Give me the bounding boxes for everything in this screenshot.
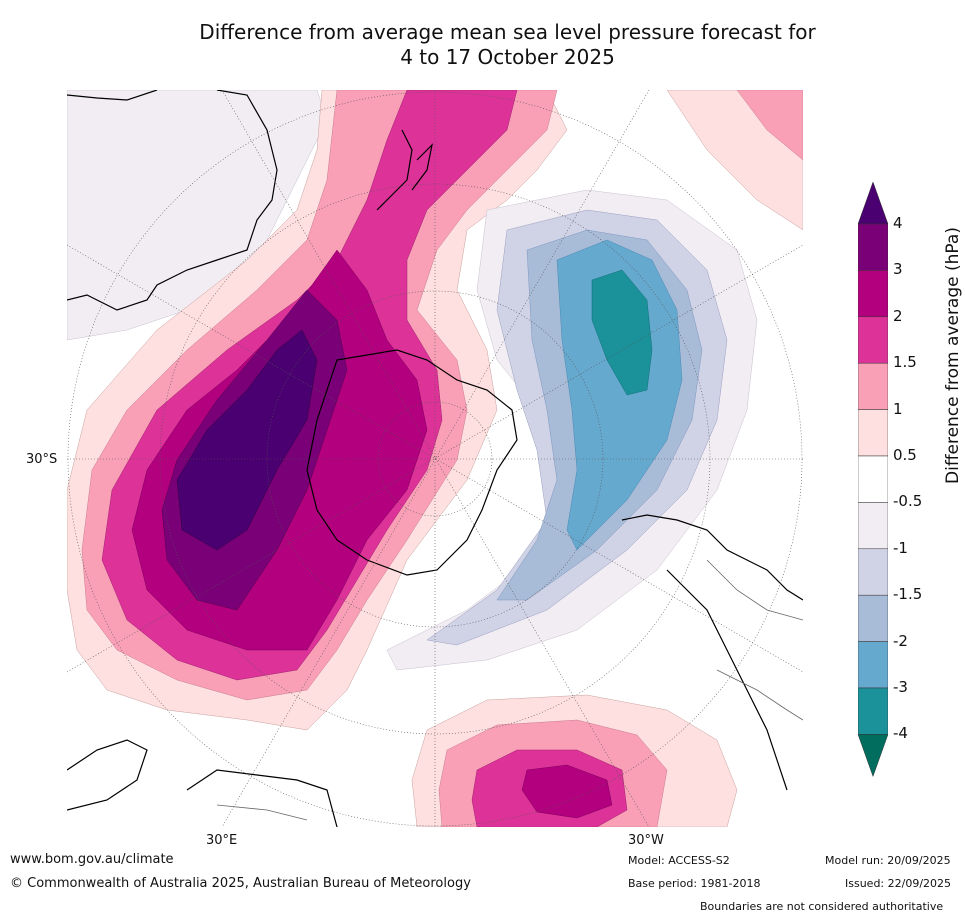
colorbar-band-cm1_m15	[858, 548, 888, 596]
colorbar	[858, 182, 888, 778]
footer-website[interactable]: www.bom.gov.au/climate	[10, 852, 174, 867]
colorbar-extend-bottom	[858, 734, 888, 778]
colorbar-tick-label: 1	[893, 399, 903, 418]
colorbar-band-cm05_m1	[858, 502, 888, 550]
colorbar-tick-label: 2	[893, 306, 903, 325]
title-line-1: Difference from average mean sea level p…	[199, 20, 816, 44]
coastlines	[67, 90, 803, 827]
contour-topright-pos1	[736, 90, 803, 161]
colorbar-tick-label: -2	[893, 631, 908, 650]
chart-title: Difference from average mean sea level p…	[0, 20, 965, 70]
footer-boundaries: Boundaries are not considered authoritat…	[700, 900, 944, 913]
colorbar-band-c3_4	[858, 223, 888, 271]
colorbar-tick-label: 0.5	[893, 446, 917, 464]
colorbar-tick-label: 3	[893, 260, 903, 279]
colorbar-tick-label: -3	[893, 678, 908, 696]
colorbar-band-cm15_m2	[858, 594, 888, 642]
colorbar-band-c05_1	[858, 409, 888, 457]
colorbar-tick-label: -1.5	[893, 585, 923, 604]
colorbar-extend-top	[858, 182, 888, 225]
colorbar-band-cm3_m4	[858, 687, 888, 735]
footer-model-run: Model run: 20/09/2025	[825, 854, 951, 867]
footer-issued: Issued: 22/09/2025	[845, 877, 952, 890]
footer-base-period: Base period: 1981-2018	[628, 877, 761, 890]
colorbar-band-c1_15	[858, 362, 888, 410]
footer-model: Model: ACCESS-S2	[628, 854, 730, 867]
footer-copyright: © Commonwealth of Australia 2025, Austra…	[10, 876, 471, 891]
colorbar-band-c0	[858, 455, 888, 503]
colorbar-tick-label: -1	[893, 538, 908, 557]
lon-label-30w: 30°W	[628, 833, 664, 848]
contour-neg3-right	[591, 269, 653, 396]
colorbar-tick-label: -4	[893, 724, 908, 743]
contour-neg2-right	[556, 239, 683, 551]
contour-pos4	[176, 329, 318, 551]
lat-label-30s: 30°S	[26, 452, 58, 467]
contour-bottom-pos2	[521, 764, 613, 819]
colorbar-title: Difference from average (hPa)	[943, 227, 963, 484]
title-line-2: 4 to 17 October 2025	[400, 45, 615, 69]
colorbar-band-cm2_m3	[858, 641, 888, 689]
colorbar-tick-label: -0.5	[893, 492, 923, 511]
pressure-anomaly-map	[67, 90, 803, 827]
colorbar-band-c15_2	[858, 316, 888, 364]
lon-label-30e: 30°E	[206, 833, 238, 848]
colorbar-tick-label: 1.5	[893, 353, 917, 372]
colorbar-tick-label: 4	[893, 214, 903, 232]
colorbar-band-c2_3	[858, 270, 888, 318]
graticule	[67, 90, 803, 827]
